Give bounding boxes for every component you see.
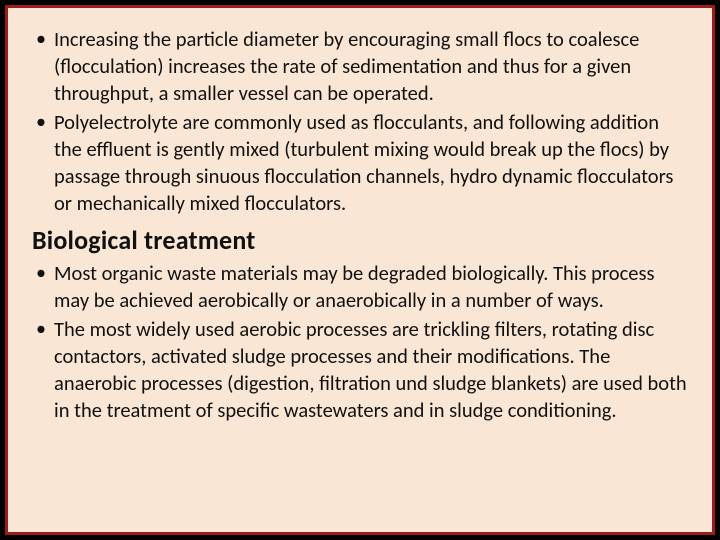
bullet-text: Increasing the particle diameter by enco… bbox=[54, 26, 639, 106]
list-item: Increasing the particle diameter by enco… bbox=[32, 26, 688, 107]
list-item: Polyelectrolyte are commonly used as flo… bbox=[32, 109, 688, 217]
list-item: The most widely used aerobic processes a… bbox=[32, 316, 688, 424]
bullet-list-2: Most organic waste materials may be degr… bbox=[32, 260, 688, 424]
bullet-text: The most widely used aerobic processes a… bbox=[54, 316, 687, 423]
slide-frame: Increasing the particle diameter by enco… bbox=[5, 5, 715, 535]
list-item: Most organic waste materials may be degr… bbox=[32, 260, 688, 314]
bullet-list-1: Increasing the particle diameter by enco… bbox=[32, 26, 688, 217]
slide-content: Increasing the particle diameter by enco… bbox=[32, 26, 688, 424]
bullet-text: Most organic waste materials may be degr… bbox=[54, 260, 654, 313]
bullet-text: Polyelectrolyte are commonly used as flo… bbox=[54, 109, 673, 216]
section-heading: Biological treatment bbox=[32, 223, 688, 257]
slide-outer: Increasing the particle diameter by enco… bbox=[0, 0, 720, 540]
